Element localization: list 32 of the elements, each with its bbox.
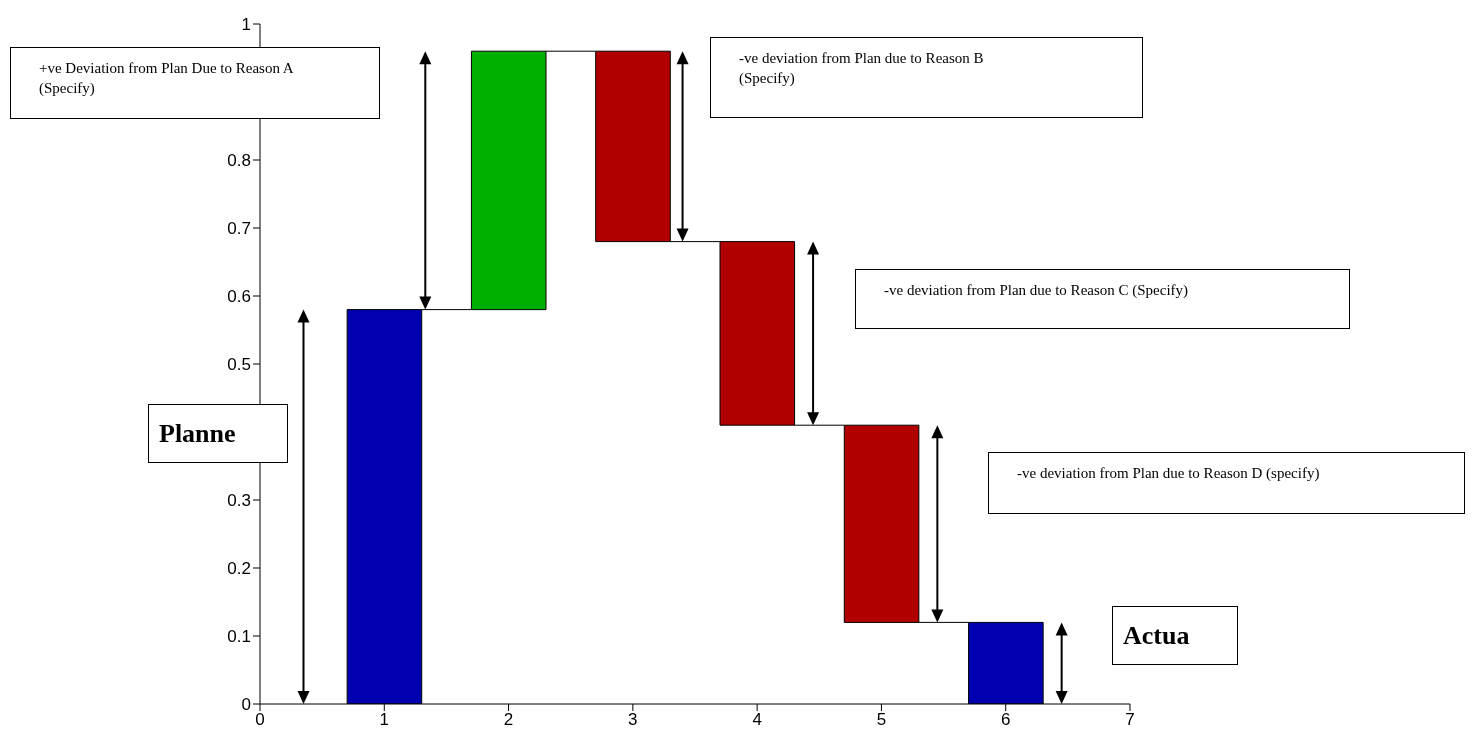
text-box: Actua <box>1112 606 1238 665</box>
bar <box>843 424 920 623</box>
text-box: -ve deviation from Plan due to Reason B (Specify) <box>710 37 1143 118</box>
y-tick-label: 0.2 <box>227 559 251 579</box>
y-tick-label: 0.7 <box>227 219 251 239</box>
x-tick-label: 2 <box>503 710 514 730</box>
y-tick-label: 1 <box>241 15 251 35</box>
bar <box>719 241 796 426</box>
annotation: -ve deviation from Plan due to Reason B (Specify) <box>739 50 984 86</box>
x-tick-label: 0 <box>255 710 265 730</box>
bar <box>595 50 671 243</box>
y-tick-label: 0.1 <box>227 627 251 647</box>
y-tick-label: 0.5 <box>227 355 251 375</box>
y-tick-label: 0.3 <box>227 491 251 511</box>
text-box: -ve deviation from Plan due to Reason C (Specify) <box>855 269 1350 329</box>
x-tick-label: 1 <box>379 710 390 730</box>
x-tick-label: 7 <box>1125 710 1135 730</box>
text-box: -ve deviation from Plan due to Reason D (specify) <box>988 452 1465 514</box>
annotation: -ve deviation from Plan due to Reason C (Specify) <box>884 282 1189 298</box>
x-tick-label: 4 <box>752 710 762 730</box>
annotation: +ve Deviation from Plan Due to Reason A (Specify) <box>39 60 293 96</box>
x-tick-label: 3 <box>628 710 638 730</box>
annotation: Actua <box>1123 621 1190 650</box>
x-tick-label: 6 <box>1000 710 1011 730</box>
y-tick-label: 0.8 <box>227 151 251 171</box>
text-box: Planne <box>148 404 288 463</box>
annotation: -ve deviation from Plan due to Reason D (specify) <box>1017 465 1320 481</box>
x-tick-label: 5 <box>876 710 887 730</box>
y-tick-label: 0 <box>241 695 251 715</box>
y-tick-label: 0.6 <box>227 287 251 307</box>
text-box: +ve Deviation from Plan Due to Reason A (Specify) <box>10 47 380 119</box>
bar <box>470 50 547 311</box>
